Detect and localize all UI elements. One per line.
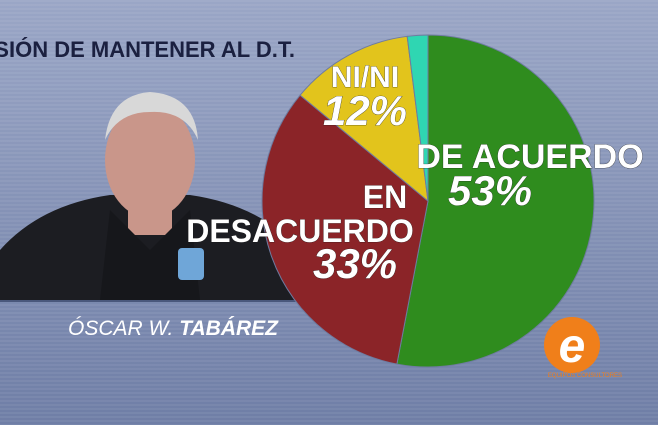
value-label: 12%: [323, 87, 407, 134]
logo-text: EQUIPOS CONSULTORES: [548, 373, 622, 379]
logo: e EQUIPOS CONSULTORES: [544, 317, 622, 379]
caption-last: TABÁREZ: [179, 317, 279, 340]
caption: ÓSCAR W. TABÁREZ: [68, 317, 279, 340]
photo: [0, 92, 300, 300]
slice-label: NI/NI: [331, 61, 399, 94]
logo-circle: [544, 317, 600, 373]
caption-rule: [0, 300, 300, 302]
logo-mark: e: [559, 320, 586, 373]
chart-title: DECISIÓN DE MANTENER AL D.T.: [0, 37, 295, 62]
slice-label: DE ACUERDO: [416, 138, 643, 176]
pie-slice: [396, 34, 595, 368]
pie-slice: [261, 94, 429, 365]
pie-slice: [406, 34, 429, 202]
value-label: 33%: [313, 240, 397, 287]
pie-slice: [299, 35, 429, 203]
pie: [261, 34, 595, 368]
value-label: 53%: [448, 167, 532, 214]
slice-label: EN DESACUERDO: [186, 179, 414, 249]
caption-first: ÓSCAR W.: [68, 317, 173, 340]
